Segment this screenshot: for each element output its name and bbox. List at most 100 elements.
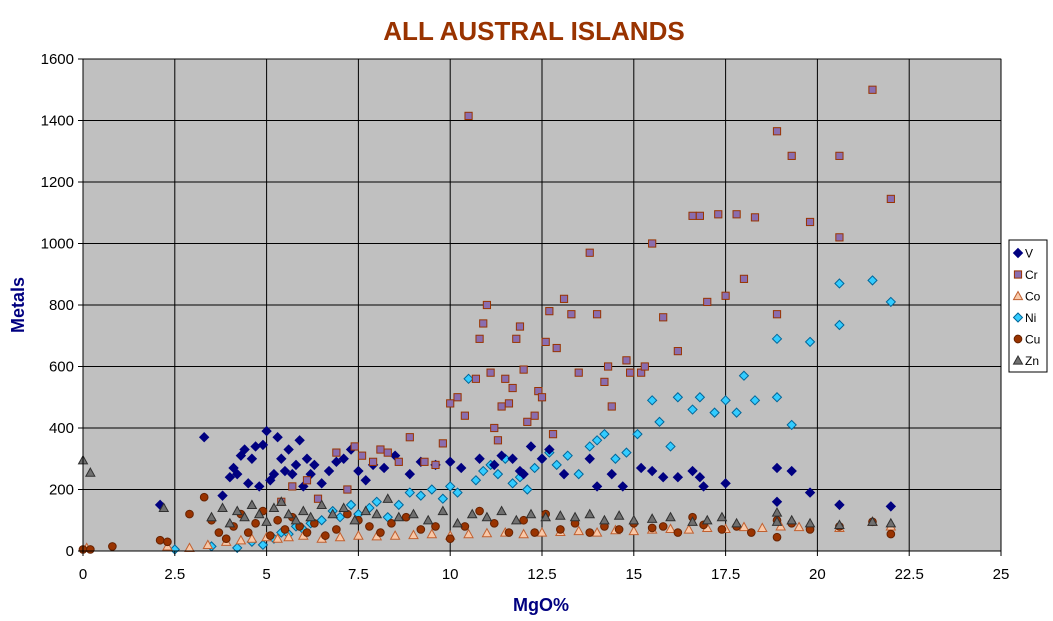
data-point-co: [665, 523, 676, 533]
data-point-zn: [584, 508, 596, 519]
data-point-ni: [404, 487, 416, 498]
data-point-v: [694, 471, 706, 483]
data-point-cr: [368, 457, 378, 466]
data-point-zn: [885, 517, 897, 528]
data-point-zn: [316, 499, 328, 509]
data-point-co: [283, 531, 294, 542]
data-point-ni: [694, 392, 706, 403]
data-point-ni: [771, 333, 783, 345]
data-point-cu: [504, 528, 514, 537]
data-point-zn: [771, 516, 783, 526]
data-point-ni: [444, 481, 456, 492]
data-point-cu: [265, 531, 275, 540]
data-point-v: [444, 456, 456, 468]
y-tick-label: 1400: [41, 113, 74, 130]
data-point-cu: [475, 506, 484, 516]
data-point-v: [606, 468, 617, 480]
x-tick-label: 20: [809, 566, 826, 583]
data-point-zn: [261, 516, 272, 526]
data-point-cr: [394, 457, 403, 466]
data-point-v: [456, 462, 467, 474]
data-point-zn: [206, 511, 217, 522]
data-point-cr: [438, 439, 447, 448]
data-point-v: [257, 439, 269, 451]
data-point-ni: [551, 459, 562, 471]
x-axis-title: MgO%: [513, 595, 569, 615]
data-point-cr: [343, 485, 352, 494]
data-point-ni: [507, 478, 518, 489]
chart-title: ALL AUSTRAL ISLANDS: [383, 16, 684, 46]
data-point-cr: [530, 411, 539, 420]
data-point-ni: [492, 468, 504, 480]
data-point-cr: [313, 494, 323, 503]
x-tick-label: 17.5: [711, 566, 740, 583]
data-point-v: [635, 462, 647, 474]
data-point-zn: [867, 516, 878, 526]
series-cr: [277, 85, 895, 506]
data-point-cr: [714, 210, 723, 219]
y-tick-label: 800: [49, 297, 74, 314]
data-point-co: [628, 525, 640, 536]
data-point-ni: [599, 428, 610, 440]
data-point-v: [720, 478, 731, 489]
data-point-zn: [217, 502, 228, 513]
data-point-cr: [493, 436, 503, 445]
data-point-v: [507, 453, 518, 464]
data-point-ni: [709, 407, 720, 418]
data-point-cu: [556, 525, 565, 534]
data-point-v: [404, 468, 416, 480]
data-point-v: [489, 459, 500, 471]
data-point-cu: [717, 525, 727, 534]
data-point-v: [323, 465, 335, 477]
data-point-zn: [382, 493, 394, 503]
data-point-zn: [786, 514, 798, 525]
data-point-cr: [357, 451, 367, 460]
data-point-v: [518, 468, 529, 480]
data-point-cu: [302, 528, 312, 537]
data-point-zn: [452, 517, 463, 528]
data-point-cr: [523, 417, 532, 426]
x-tick-label: 10: [442, 566, 459, 583]
data-point-v: [525, 441, 537, 452]
data-point-v: [804, 487, 816, 498]
data-point-ni: [522, 484, 533, 495]
data-point-cr: [721, 291, 730, 300]
data-point-v: [672, 471, 684, 483]
data-point-ni: [834, 278, 845, 289]
data-point-zn: [613, 510, 625, 520]
legend-marker-cr: [1013, 270, 1023, 279]
data-point-cr: [603, 362, 613, 371]
data-point-v: [224, 471, 236, 483]
data-point-v: [290, 459, 302, 471]
data-point-v: [254, 481, 265, 492]
data-point-cu: [185, 509, 194, 519]
data-point-v: [558, 468, 570, 480]
data-point-cr: [460, 411, 469, 420]
y-tick-label: 1200: [41, 174, 74, 191]
data-point-zn: [84, 467, 96, 477]
data-point-cr: [446, 399, 455, 408]
y-tick-label: 200: [49, 482, 74, 499]
data-point-cr: [659, 313, 668, 322]
data-point-cr: [464, 111, 473, 120]
data-point-cr: [288, 482, 297, 491]
data-point-ni: [257, 539, 269, 551]
legend-label-cr: Cr: [1025, 268, 1038, 282]
data-point-zn: [599, 514, 610, 525]
data-point-cr: [732, 210, 741, 219]
data-point-v: [698, 481, 709, 492]
data-point-ni: [415, 490, 427, 501]
data-point-v: [283, 444, 294, 455]
data-point-ni: [621, 447, 632, 458]
data-point-co: [272, 533, 283, 543]
x-tick-label: 22.5: [895, 566, 924, 583]
data-point-ni: [771, 392, 783, 403]
data-point-cr: [626, 368, 635, 377]
data-point-zn: [239, 511, 250, 522]
data-point-cu: [321, 531, 330, 540]
data-point-cr: [376, 445, 385, 454]
data-point-ni: [470, 475, 482, 486]
data-point-cu: [273, 515, 282, 525]
data-point-cr: [515, 322, 525, 331]
data-point-cr: [537, 393, 547, 402]
